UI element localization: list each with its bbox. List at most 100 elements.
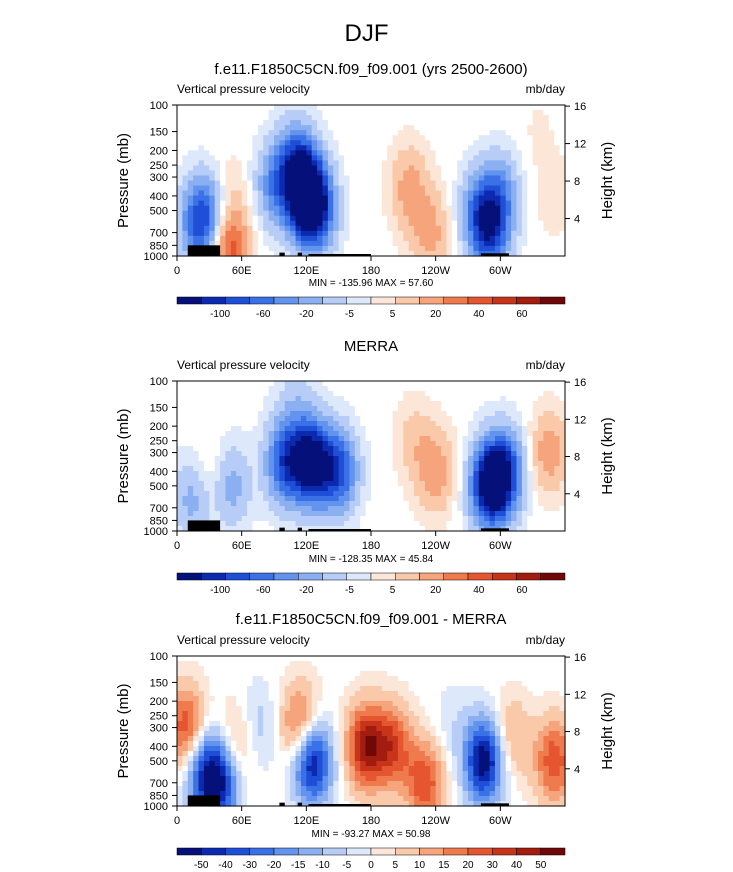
colorbar-swatch bbox=[273, 572, 299, 581]
colorbar-swatch bbox=[467, 572, 493, 581]
colorbar-swatch bbox=[395, 296, 420, 305]
colorbar-label: 20 bbox=[430, 585, 442, 596]
topography-mask bbox=[187, 795, 221, 806]
topography-mask bbox=[480, 528, 509, 531]
pressure-tick-label: 100 bbox=[150, 100, 168, 112]
colorbar-swatch bbox=[225, 296, 250, 305]
colorbar-label: -20 bbox=[299, 585, 314, 596]
topography-mask bbox=[297, 802, 303, 806]
pressure-tick-label: 850 bbox=[150, 240, 168, 252]
height-tick-label: 12 bbox=[574, 414, 586, 426]
pressure-tick-label: 700 bbox=[150, 228, 168, 240]
colorbar-swatch bbox=[298, 296, 323, 305]
colorbar-label: 0 bbox=[368, 860, 374, 871]
right-label: mb/day bbox=[526, 358, 565, 372]
longitude-tick-label: 0 bbox=[174, 540, 180, 552]
height-tick-label: 12 bbox=[574, 689, 586, 701]
pressure-tick-label: 500 bbox=[150, 481, 168, 493]
longitude-tick-label: 180 bbox=[362, 815, 380, 827]
colorbar-label: -60 bbox=[256, 585, 271, 596]
pressure-tick-label: 400 bbox=[150, 191, 168, 203]
colorbar-label: -20 bbox=[267, 860, 282, 871]
colorbar-label: 5 bbox=[390, 309, 396, 320]
colorbar-swatch bbox=[370, 296, 396, 305]
colorbar-swatch bbox=[298, 847, 323, 856]
colorbar-label: -5 bbox=[345, 585, 354, 596]
colorbar-swatch bbox=[346, 847, 372, 856]
colorbar-label: -40 bbox=[218, 860, 233, 871]
panel-title: f.e11.F1850C5CN.f09_f09.001 (yrs 2500-26… bbox=[214, 61, 527, 78]
colorbar-swatch bbox=[346, 296, 372, 305]
topography-mask bbox=[187, 245, 221, 256]
height-tick-label: 16 bbox=[574, 652, 586, 664]
colorbar-label: 10 bbox=[414, 860, 426, 871]
colorbar-swatch bbox=[370, 572, 396, 581]
y2-axis-title: Height (km) bbox=[599, 417, 616, 495]
pressure-tick-label: 200 bbox=[150, 696, 168, 708]
longitude-tick-label: 180 bbox=[362, 265, 380, 277]
pressure-tick-label: 850 bbox=[150, 515, 168, 527]
colorbar: -100 -60 -20 -5 5 20 40 60 bbox=[176, 572, 566, 596]
y-axis-title: Pressure (mb) bbox=[115, 683, 132, 778]
height-tick-label: 12 bbox=[574, 139, 586, 151]
colorbar-swatch bbox=[395, 847, 420, 856]
colorbar-swatch bbox=[443, 572, 469, 581]
left-label: Vertical pressure velocity bbox=[177, 633, 310, 647]
panel-title: MERRA bbox=[344, 338, 398, 355]
pressure-tick-label: 150 bbox=[150, 127, 168, 139]
longitude-tick-label: 180 bbox=[362, 540, 380, 552]
longitude-tick-label: 60E bbox=[232, 265, 252, 277]
colorbar-label: 20 bbox=[430, 309, 442, 320]
topography-mask bbox=[480, 803, 509, 806]
height-tick-label: 8 bbox=[574, 727, 580, 739]
min-max-stats: MIN = -93.27 MAX = 50.98 bbox=[312, 829, 431, 840]
colorbar-swatch bbox=[467, 847, 493, 856]
colorbar-swatch bbox=[370, 847, 396, 856]
y-axis-title: Pressure (mb) bbox=[115, 133, 132, 228]
figure-title: DJF bbox=[344, 20, 389, 47]
colorbar-swatch bbox=[249, 847, 275, 856]
colorbar-label: -50 bbox=[194, 860, 209, 871]
colorbar-label: -20 bbox=[299, 309, 314, 320]
colorbar-swatch bbox=[225, 847, 250, 856]
colorbar-label: 60 bbox=[516, 309, 528, 320]
pressure-tick-label: 100 bbox=[150, 651, 168, 663]
pressure-tick-label: 300 bbox=[150, 448, 168, 460]
colorbar-label: -10 bbox=[315, 860, 330, 871]
longitude-tick-label: 120E bbox=[293, 540, 319, 552]
topography-mask bbox=[279, 527, 285, 531]
colorbar-swatch bbox=[516, 847, 541, 856]
colorbar-swatch bbox=[322, 572, 347, 581]
pressure-tick-label: 250 bbox=[150, 436, 168, 448]
height-tick-label: 4 bbox=[574, 214, 580, 226]
colorbar-label: -15 bbox=[291, 860, 306, 871]
colorbar-label: -5 bbox=[345, 309, 354, 320]
longitude-tick-label: 0 bbox=[174, 265, 180, 277]
topography-mask bbox=[279, 252, 285, 256]
min-max-stats: MIN = -135.96 MAX = 57.60 bbox=[309, 278, 434, 289]
colorbar-swatch bbox=[201, 296, 226, 305]
colorbar-swatch bbox=[346, 572, 372, 581]
colorbar-label: 15 bbox=[438, 860, 450, 871]
colorbar-label: -5 bbox=[342, 860, 351, 871]
topography-mask bbox=[279, 802, 285, 806]
colorbar-swatch bbox=[516, 296, 541, 305]
colorbar-label: 50 bbox=[535, 860, 547, 871]
colorbar-label: 20 bbox=[462, 860, 474, 871]
pressure-tick-label: 200 bbox=[150, 145, 168, 157]
colorbar-label: 5 bbox=[390, 585, 396, 596]
longitude-tick-label: 120E bbox=[293, 265, 319, 277]
height-tick-label: 8 bbox=[574, 452, 580, 464]
height-tick-label: 4 bbox=[574, 764, 580, 776]
left-label: Vertical pressure velocity bbox=[177, 358, 310, 372]
longitude-tick-label: 0 bbox=[174, 815, 180, 827]
topography-mask bbox=[297, 252, 303, 256]
topography-mask bbox=[297, 527, 303, 531]
longitude-tick-label: 60W bbox=[489, 540, 512, 552]
colorbar-swatch bbox=[540, 847, 566, 856]
topography-mask bbox=[308, 529, 371, 531]
contour-field bbox=[177, 656, 566, 807]
pressure-tick-label: 850 bbox=[150, 790, 168, 802]
pressure-tick-label: 150 bbox=[150, 677, 168, 689]
colorbar-swatch bbox=[516, 572, 541, 581]
